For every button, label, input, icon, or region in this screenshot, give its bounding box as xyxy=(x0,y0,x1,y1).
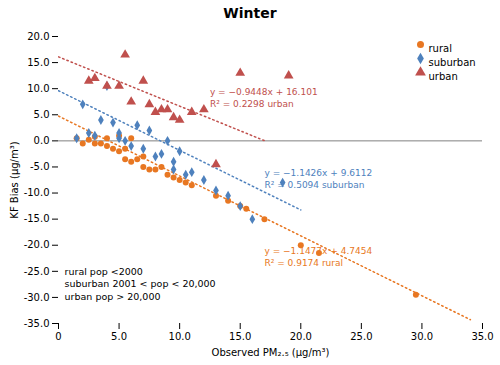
svg-text:KF Bias (μg/m³): KF Bias (μg/m³) xyxy=(9,141,20,218)
html-text:Winter: Winter xyxy=(223,5,277,21)
svg-text:0.0: 0.0 xyxy=(34,135,50,146)
svg-text:10.0: 10.0 xyxy=(27,83,49,94)
svg-text:rural: rural xyxy=(429,43,452,54)
svg-text:rural pop <2000suburban 2001 <: rural pop <2000suburban 2001 < pop < 20,… xyxy=(65,266,216,302)
svg-text:5.0: 5.0 xyxy=(34,109,50,120)
svg-text:-35.0: -35.0 xyxy=(24,318,50,329)
svg-text:25.0: 25.0 xyxy=(350,331,372,342)
svg-text:y = −1.1477x + 4.7454R² = 0.91: y = −1.1477x + 4.7454R² = 0.9174 rural xyxy=(264,246,372,268)
svg-text:15.0: 15.0 xyxy=(27,57,49,68)
svg-text:-5.0: -5.0 xyxy=(30,161,50,172)
svg-text:urban: urban xyxy=(429,71,458,82)
svg-text:20.0: 20.0 xyxy=(27,31,49,42)
svg-text:30.0: 30.0 xyxy=(411,331,433,342)
svg-text:0: 0 xyxy=(55,331,61,342)
svg-text:suburban: suburban xyxy=(429,57,476,68)
svg-text:-25.0: -25.0 xyxy=(24,266,50,277)
svg-text:15.0: 15.0 xyxy=(229,331,251,342)
svg-text:Observed PM₂.₅ (μg/m³): Observed PM₂.₅ (μg/m³) xyxy=(212,347,330,358)
svg-text:-15.0: -15.0 xyxy=(24,213,50,224)
svg-text:-30.0: -30.0 xyxy=(24,292,50,303)
svg-text:10.0: 10.0 xyxy=(169,331,191,342)
svg-text:5.0: 5.0 xyxy=(111,331,127,342)
svg-text:-20.0: -20.0 xyxy=(24,239,50,250)
svg-text:y = −0.9448x + 16.101R² = 0.22: y = −0.9448x + 16.101R² = 0.2298 urban xyxy=(210,87,318,109)
svg-text:35.0: 35.0 xyxy=(471,331,493,342)
svg-text:-10.0: -10.0 xyxy=(24,187,50,198)
svg-text:20.0: 20.0 xyxy=(290,331,312,342)
svg-text:y = −1.1426x + 9.6112R² = 0.50: y = −1.1426x + 9.6112R² = 0.5094 suburba… xyxy=(264,168,372,190)
